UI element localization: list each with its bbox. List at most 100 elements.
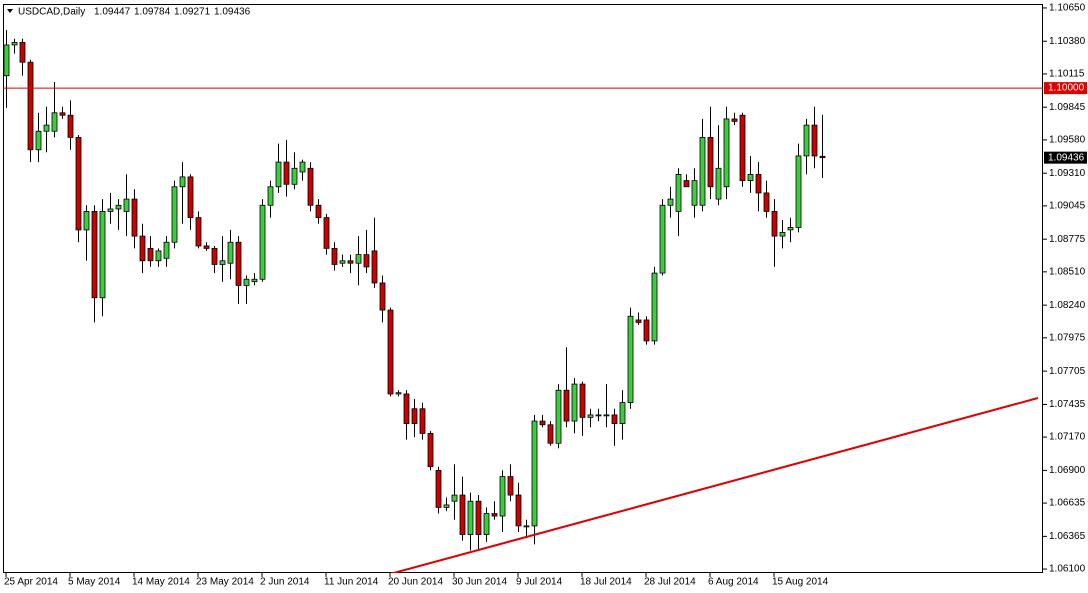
x-tick-label: 30 Jun 2014	[452, 577, 507, 588]
x-tick-label: 28 Jul 2014	[644, 577, 696, 588]
candle-body	[755, 174, 762, 194]
candle-body	[459, 494, 466, 535]
candle-body	[115, 204, 122, 210]
candle-body	[275, 161, 282, 188]
candle-body	[659, 204, 666, 274]
candle-body	[763, 192, 770, 212]
candle-body	[219, 260, 226, 265]
candle-body	[147, 248, 154, 262]
candle-body	[579, 383, 586, 418]
candle-body	[259, 204, 266, 280]
y-tick-label: 1.09310	[1049, 168, 1086, 179]
candle-body	[371, 250, 378, 284]
header-close: 1.09436	[214, 7, 251, 18]
candle-body	[59, 112, 66, 116]
header-high: 1.09784	[134, 7, 171, 18]
candle-body	[499, 476, 506, 517]
y-tick-label: 1.06365	[1049, 531, 1086, 542]
candle-body	[603, 414, 610, 417]
candle-body	[107, 208, 114, 212]
candle-body	[795, 155, 802, 228]
candle-body	[99, 211, 106, 299]
candle-body	[739, 114, 746, 181]
candle-body	[11, 42, 18, 46]
candle-body	[395, 392, 402, 395]
candle-body	[523, 525, 530, 528]
y-tick-label: 1.07170	[1049, 432, 1086, 443]
candle-body	[747, 174, 754, 181]
y-tick-label: 1.07435	[1049, 399, 1086, 410]
candle-body	[811, 124, 818, 157]
candle-body	[243, 278, 250, 286]
candle-body	[411, 408, 418, 424]
trendline	[389, 397, 1039, 573]
y-tick-label: 1.10380	[1049, 36, 1086, 47]
candle-body	[571, 383, 578, 422]
candle-body	[75, 137, 82, 231]
candle-body	[307, 167, 314, 206]
candle-body	[171, 186, 178, 243]
chart-title: USDCAD,Daily	[18, 7, 85, 18]
candle-body	[779, 231, 786, 237]
candle-body	[483, 513, 490, 535]
candle-body	[707, 137, 714, 188]
header-open: 1.09447	[94, 7, 131, 18]
candle-body	[323, 217, 330, 249]
x-tick-label: 23 May 2014	[196, 577, 254, 588]
price-label-box	[1044, 151, 1087, 164]
candle-body	[347, 260, 354, 264]
x-tick-label: 11 Jun 2014	[324, 577, 379, 588]
candle-body	[683, 180, 690, 188]
candle-body	[443, 504, 450, 508]
candle-body	[155, 250, 162, 262]
candle-body	[123, 198, 130, 212]
candle-body	[203, 245, 210, 249]
menu-arrow[interactable]	[7, 9, 13, 13]
candle-body	[435, 469, 442, 508]
y-tick-label: 1.10650	[1049, 3, 1086, 14]
candle-body	[491, 513, 498, 517]
candle-body	[43, 124, 50, 132]
y-tick-label: 1.08510	[1049, 266, 1086, 277]
y-tick-label: 1.06100	[1049, 564, 1086, 575]
candle-body	[595, 414, 602, 417]
candle-body	[355, 254, 362, 264]
candle-body	[547, 424, 554, 444]
y-tick-label: 1.06900	[1049, 465, 1086, 476]
level-label-box	[1044, 82, 1087, 95]
candle-body	[771, 211, 778, 237]
candle-body	[611, 414, 618, 424]
x-tick-label: 18 Jul 2014	[580, 577, 632, 588]
candle-body	[315, 204, 322, 218]
candle-body	[67, 114, 74, 138]
candle-body	[475, 500, 482, 535]
y-tick-label: 1.06635	[1049, 498, 1086, 509]
x-tick-label: 15 Aug 2014	[772, 577, 829, 588]
candle-body	[507, 476, 514, 496]
candle-body	[299, 161, 306, 173]
candle-body	[803, 124, 810, 157]
candle-body	[651, 272, 658, 342]
candle-body	[291, 167, 298, 185]
x-tick-label: 5 May 2014	[68, 577, 121, 588]
x-tick-label: 9 Jul 2014	[516, 577, 563, 588]
y-tick-label: 1.08240	[1049, 300, 1086, 311]
candle-body	[211, 248, 218, 265]
candle-body	[331, 248, 338, 265]
candle-body	[379, 282, 386, 311]
candle-body	[131, 198, 138, 237]
candle-body	[563, 389, 570, 422]
plot-area	[3, 30, 1043, 573]
candle-body	[139, 235, 146, 262]
y-tick-label: 1.07705	[1049, 366, 1086, 377]
candle-body	[363, 254, 370, 268]
candle-body	[467, 500, 474, 535]
candle-body	[227, 241, 234, 264]
y-tick-label: 1.09580	[1049, 135, 1086, 146]
candle-body	[51, 112, 58, 132]
candle-body	[339, 260, 346, 264]
candle-body	[635, 319, 642, 323]
candle-body	[675, 174, 682, 212]
